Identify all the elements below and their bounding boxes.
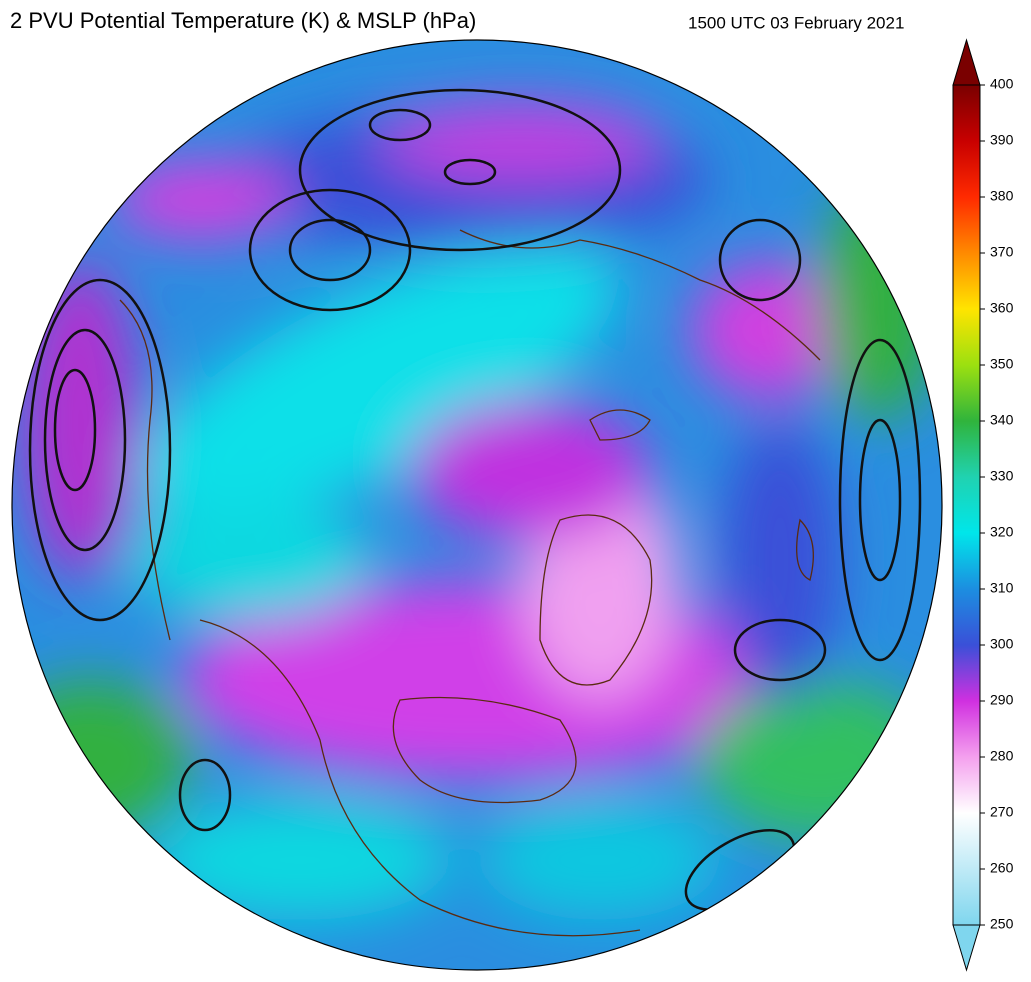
colorbar-tick-label: 330 xyxy=(990,468,1014,484)
colorbar-tick-label: 400 xyxy=(990,76,1014,92)
map-title: 2 PVU Potential Temperature (K) & MSLP (… xyxy=(10,8,476,33)
colorbar-tick-label: 300 xyxy=(990,636,1014,652)
colorbar-tick-label: 280 xyxy=(990,748,1014,764)
colorbar-tick-label: 360 xyxy=(990,300,1014,316)
colorbar-tick-label: 250 xyxy=(990,916,1014,932)
colorbar-tick-label: 320 xyxy=(990,524,1014,540)
colorbar-tick-label: 370 xyxy=(990,244,1014,260)
colorbar-tick-label: 380 xyxy=(990,188,1014,204)
colorbar-tick-label: 260 xyxy=(990,860,1014,876)
colorbar-tick-label: 350 xyxy=(990,356,1014,372)
colorbar-tick-label: 270 xyxy=(990,804,1014,820)
colorbar: 250 260 270 280 290 300 310 320 330 340 350 360 370 3… xyxy=(952,38,1014,972)
colorbar-extend-max xyxy=(952,38,981,86)
colorbar-tick-label: 390 xyxy=(990,132,1014,148)
colorbar-body xyxy=(952,84,981,926)
colorbar-tick-label: 310 xyxy=(990,580,1014,596)
colorbar-tick-label: 340 xyxy=(990,412,1014,428)
colorbar-tick-label: 290 xyxy=(990,692,1014,708)
globe-field xyxy=(12,40,942,970)
colorbar-extend-min xyxy=(952,924,981,972)
valid-time: 1500 UTC 03 February 2021 xyxy=(688,13,904,32)
